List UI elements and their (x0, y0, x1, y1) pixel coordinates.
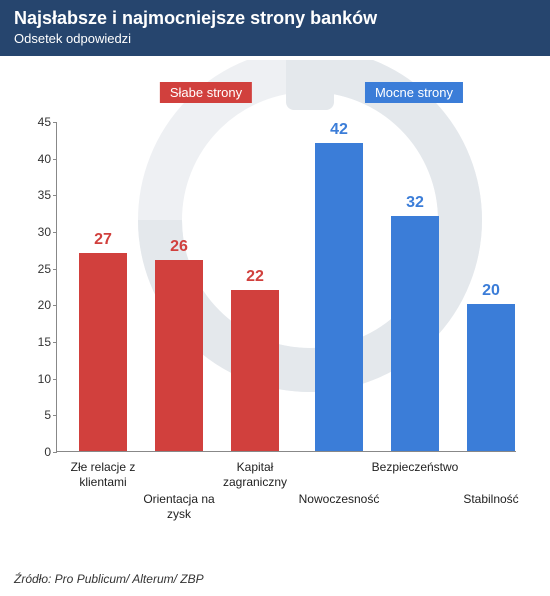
bar (467, 304, 515, 451)
bar (79, 253, 127, 451)
y-tick-label: 30 (27, 225, 51, 239)
page-title: Najsłabsze i najmocniejsze strony banków (14, 8, 536, 29)
y-tick-label: 40 (27, 152, 51, 166)
bar (315, 143, 363, 451)
category-label: Kapitałzagraniczny (210, 460, 300, 490)
y-tick-mark (53, 379, 57, 380)
category-label: Nowoczesność (294, 492, 384, 507)
source-text: Źródło: Pro Publicum/ Alterum/ ZBP (14, 572, 204, 586)
y-tick-mark (53, 342, 57, 343)
y-tick-label: 20 (27, 298, 51, 312)
bar-value-label: 42 (330, 121, 348, 139)
bar-value-label: 22 (246, 268, 264, 286)
y-tick-mark (53, 452, 57, 453)
bar (231, 290, 279, 451)
y-tick-label: 5 (27, 408, 51, 422)
page-subtitle: Odsetek odpowiedzi (14, 31, 536, 46)
category-label: Złe relacje zklientami (58, 460, 148, 490)
y-tick-mark (53, 305, 57, 306)
y-tick-mark (53, 159, 57, 160)
header: Najsłabsze i najmocniejsze strony banków… (0, 0, 550, 56)
y-tick-label: 15 (27, 335, 51, 349)
y-tick-mark (53, 415, 57, 416)
legend-badge: Mocne strony (365, 82, 463, 103)
category-label: Orientacja nazysk (134, 492, 224, 522)
y-tick-mark (53, 232, 57, 233)
category-label: Stabilność (446, 492, 536, 507)
y-tick-label: 45 (27, 115, 51, 129)
y-tick-mark (53, 269, 57, 270)
bar (155, 260, 203, 451)
bar-value-label: 32 (406, 194, 424, 212)
category-label: Bezpieczeństwo (370, 460, 460, 475)
y-tick-label: 25 (27, 262, 51, 276)
y-tick-label: 10 (27, 372, 51, 386)
bar-value-label: 27 (94, 231, 112, 249)
legend-badge: Słabe strony (160, 82, 252, 103)
legend: Słabe strony Mocne strony (26, 82, 524, 110)
y-tick-label: 35 (27, 188, 51, 202)
y-tick-label: 0 (27, 445, 51, 459)
page: Najsłabsze i najmocniejsze strony banków… (0, 0, 550, 596)
bar (391, 216, 439, 451)
y-tick-mark (53, 195, 57, 196)
plot-area: 05101520253035404527Złe relacje zklienta… (56, 122, 516, 452)
y-tick-mark (53, 122, 57, 123)
bar-value-label: 20 (482, 282, 500, 300)
chart: Słabe stronyMocne strony 051015202530354… (26, 82, 524, 520)
bar-value-label: 26 (170, 238, 188, 256)
